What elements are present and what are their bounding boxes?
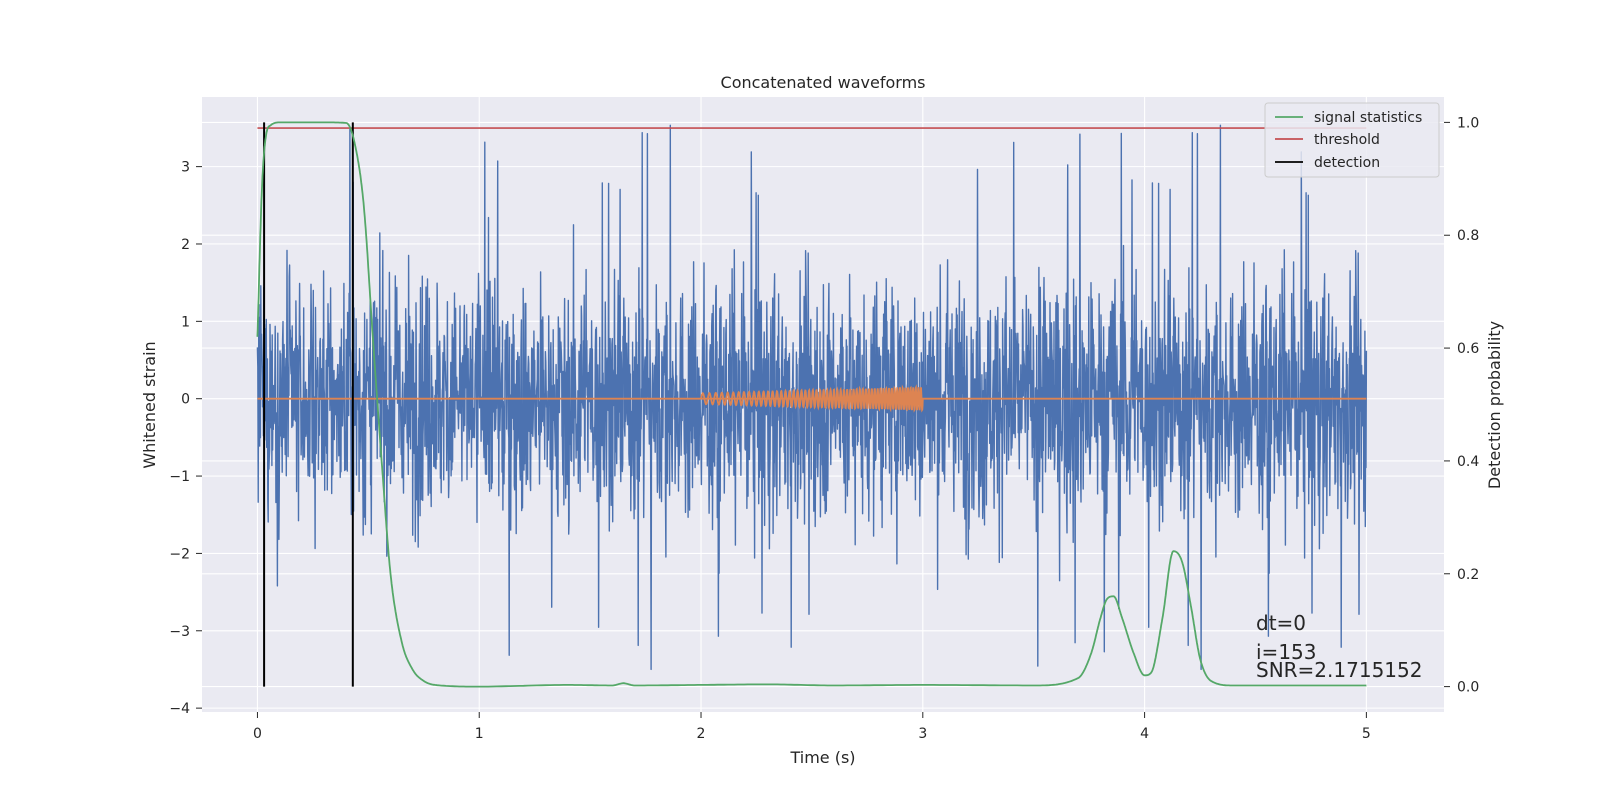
y2-tick-label-1: 0.2 (1457, 567, 1479, 583)
y2-tick-label-3: 0.6 (1457, 341, 1479, 357)
x-tick-label-5: 5 (1362, 726, 1371, 742)
y-axis-title: Whitened strain (140, 341, 159, 468)
injected-chirp-series (700, 384, 924, 413)
y-tick-label-6: 2 (181, 237, 190, 253)
y-tick-label-3: −1 (169, 469, 190, 485)
y-tick-label-7: 3 (181, 160, 190, 176)
plot-series (256, 121, 1368, 688)
y-tick-label-1: −3 (169, 624, 190, 640)
signal-statistics-series (256, 121, 1367, 688)
y-tick-label-2: −2 (169, 546, 190, 562)
x-tick-label-4: 4 (1140, 726, 1149, 742)
y2-tick-label-4: 0.8 (1457, 228, 1479, 244)
legend: signal statistics threshold detection (1264, 102, 1440, 178)
legend-label-threshold: threshold (1314, 132, 1380, 148)
x-axis-ticks: 0 1 2 3 4 5 (253, 712, 1371, 742)
legend-label-signal-statistics: signal statistics (1314, 110, 1422, 126)
x-tick-label-1: 1 (475, 726, 484, 742)
y-tick-label-5: 1 (181, 314, 190, 330)
annotation-dt: dt=0 (1256, 611, 1306, 635)
y-axis-ticks: −4 −3 −2 −1 0 1 2 3 (169, 160, 202, 717)
annotation-snr: SNR=2.1715152 (1256, 658, 1422, 682)
y2-tick-label-2: 0.4 (1457, 454, 1479, 470)
legend-box (1264, 102, 1440, 178)
annotation-index: i=153 (1256, 640, 1317, 664)
y-tick-label-0: −4 (169, 701, 190, 717)
x-axis-title: Time (s) (789, 748, 855, 767)
chart-title: Concatenated waveforms (721, 73, 926, 92)
y2-tick-label-5: 1.0 (1457, 115, 1479, 131)
x-tick-label-0: 0 (253, 726, 262, 742)
y2-axis-ticks: 0.0 0.2 0.4 0.6 0.8 1.0 (1444, 115, 1479, 696)
legend-label-detection: detection (1314, 155, 1380, 171)
x-tick-label-3: 3 (918, 726, 927, 742)
x-tick-label-2: 2 (697, 726, 706, 742)
y2-axis-title: Detection probability (1485, 321, 1504, 489)
y-tick-label-4: 0 (181, 392, 190, 408)
y2-tick-label-0: 0.0 (1457, 680, 1479, 696)
whitened-strain-series (256, 124, 1368, 671)
